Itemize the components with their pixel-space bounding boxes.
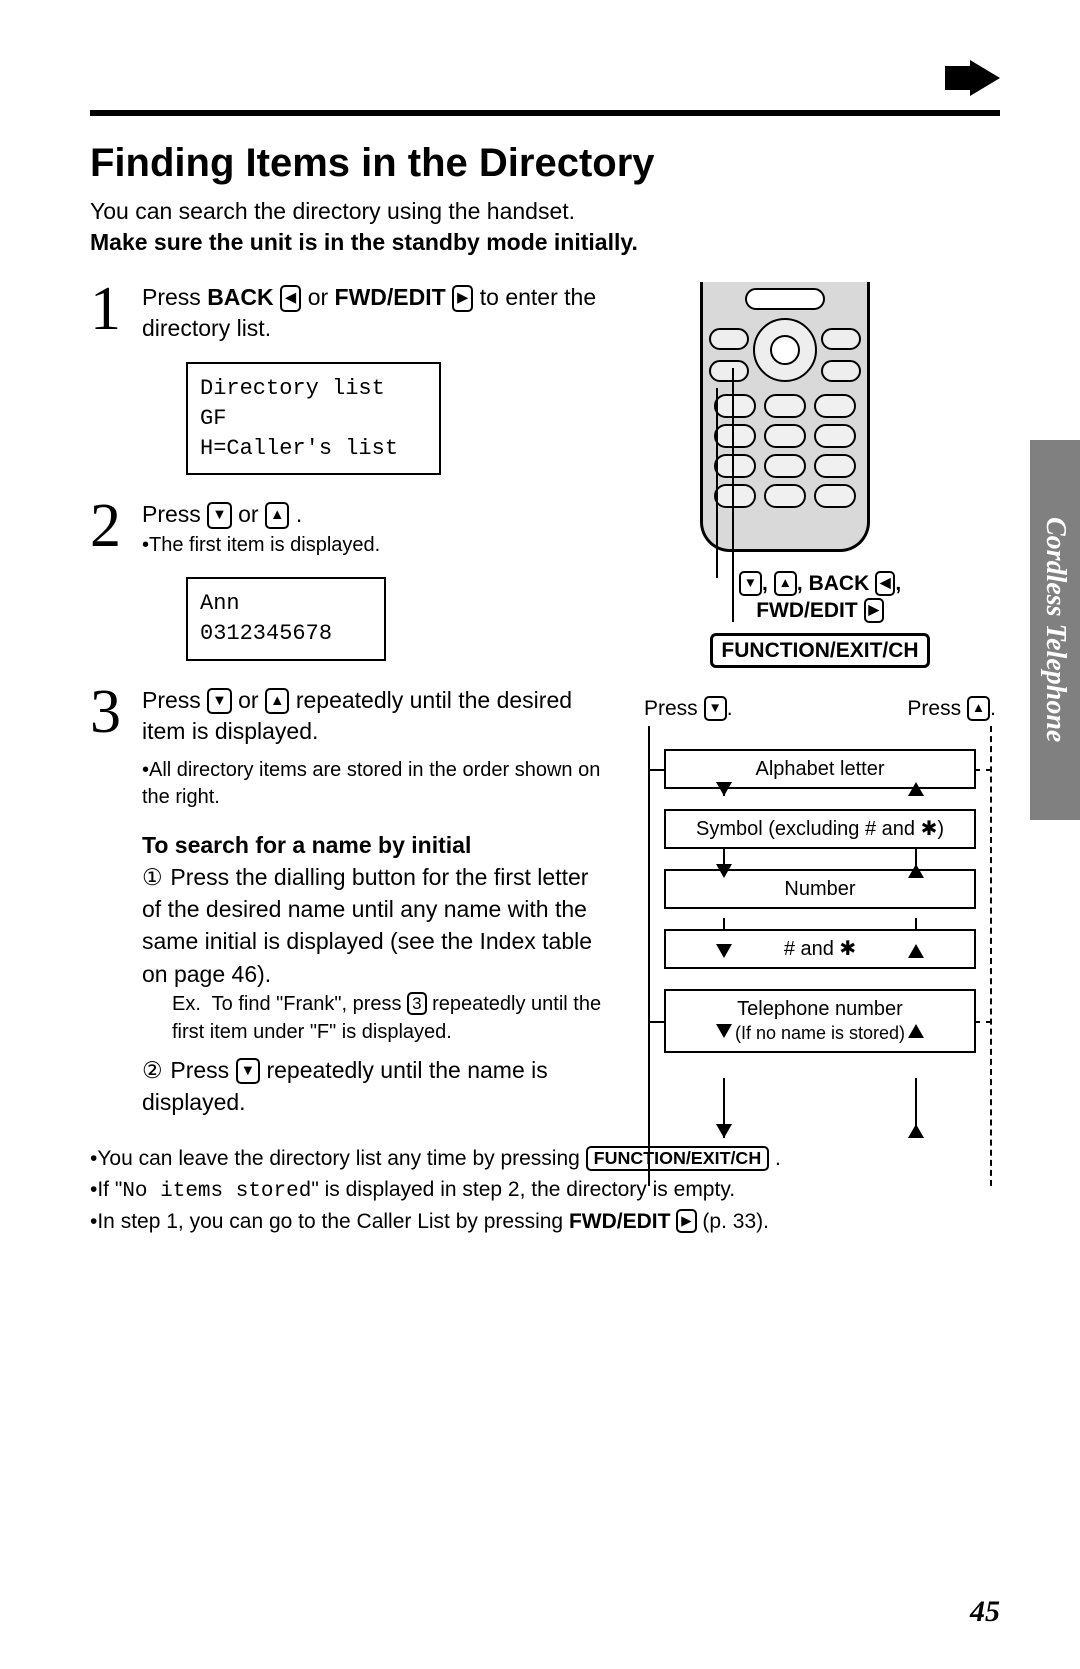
back-key-label: BACK [809,572,870,595]
up-key-icon: ▲ [265,688,290,714]
right-key-icon: ▶ [864,598,884,623]
down-key-icon: ▼ [236,1058,261,1084]
function-exit-ch-key: FUNCTION/EXIT/CH [586,1146,770,1171]
text: or [238,687,265,713]
up-key-icon: ▲ [774,571,797,596]
top-rule [90,110,1000,116]
order-box-telephone: Telephone number (If no name is stored) [664,989,976,1053]
text: Press [142,284,207,310]
function-exit-ch-key: FUNCTION/EXIT/CH [710,633,929,668]
press-up-label: Press ▲. [907,696,996,721]
lcd-display-1: Directory list GF H=Caller's list [186,362,441,475]
right-key-icon: ▶ [452,285,473,311]
note-3: •In step 1, you can go to the Caller Lis… [90,1207,1000,1237]
text: To find "Frank", press [212,993,407,1015]
press-down-label: Press ▼. [644,696,733,721]
sub-item-1: ① Press the dialling button for the firs… [142,861,612,990]
order-box-symbol: Symbol (excluding # and ✱) [664,809,976,849]
text: Press [142,501,207,527]
lcd-display-2: Ann 0312345678 [186,577,386,660]
intro-line-2: Make sure the unit is in the standby mod… [90,229,638,255]
key-3-icon: 3 [407,992,426,1016]
diagram-column: ▼, ▲, BACK ◀, FWD/EDIT ▶ FUNCTION/EXIT/C… [640,282,1000,1118]
note-1: •You can leave the directory list any ti… [90,1144,1000,1174]
up-key-icon: ▲ [967,696,990,721]
step-number: 3 [90,685,142,811]
handset-illustration [640,282,1000,562]
down-key-icon: ▼ [207,502,232,528]
text: Press [170,1057,235,1083]
back-key-label: BACK [207,284,273,310]
sub-title: To search for a name by initial [142,829,612,861]
order-box-alphabet: Alphabet letter [664,749,976,789]
step-number: 2 [90,499,142,559]
step-3: 3 Press ▼ or ▲ repeatedly until the desi… [90,685,612,811]
note-2: •If "No items stored" is displayed in st… [90,1175,1000,1207]
page-title: Finding Items in the Directory [90,141,1000,186]
sub-item-2: ② Press ▼ repeatedly until the name is d… [142,1054,612,1118]
steps-column: 1 Press BACK ◀ or FWD/EDIT ▶ to enter th… [90,282,612,1118]
down-key-icon: ▼ [739,571,762,596]
circled-2-icon: ② [142,1054,164,1086]
step-body: Press ▼ or ▲ . •The first item is displa… [142,499,612,559]
example: Ex. To find "Frank", press 3 repeatedly … [172,990,612,1046]
up-key-icon: ▲ [265,502,290,528]
text: Press [142,687,207,713]
continue-arrow-icon [970,60,1000,96]
ex-label: Ex. [172,993,201,1015]
footer-notes: •You can leave the directory list any ti… [90,1144,1000,1237]
order-box-number: Number [664,869,976,909]
text: . [296,501,302,527]
search-by-initial: To search for a name by initial ① Press … [142,829,612,1118]
handset-icon [700,282,870,552]
left-key-icon: ◀ [280,285,301,311]
text: or [308,284,335,310]
step-number: 1 [90,282,142,344]
mono-text: No items stored [122,1180,311,1203]
down-key-icon: ▼ [207,688,232,714]
step-3-sub: •All directory items are stored in the o… [142,757,612,811]
circled-1-icon: ① [142,861,164,893]
text: or [238,501,265,527]
order-box-hashstar: # and ✱ [664,929,976,969]
intro-text: You can search the directory using the h… [90,196,1000,258]
fwdedit-key-label: FWD/EDIT [335,284,446,310]
left-key-icon: ◀ [875,571,895,596]
section-tab: Cordless Telephone [1030,440,1080,820]
fwdedit-key-label: FWD/EDIT [569,1210,670,1233]
step-body: Press BACK ◀ or FWD/EDIT ▶ to enter the … [142,282,612,344]
page-number: 45 [970,1595,1000,1629]
step-2: 2 Press ▼ or ▲ . •The first item is disp… [90,499,612,559]
order-diagram: Press ▼. Press ▲. Alphabet letter Symbol… [640,696,1000,1053]
intro-line-1: You can search the directory using the h… [90,198,575,224]
handset-key-labels: ▼, ▲, BACK ◀, FWD/EDIT ▶ FUNCTION/EXIT/C… [640,570,1000,668]
manual-page: Finding Items in the Directory You can s… [0,0,1080,1669]
right-key-icon: ▶ [676,1209,696,1234]
step-1: 1 Press BACK ◀ or FWD/EDIT ▶ to enter th… [90,282,612,344]
fwdedit-key-label: FWD/EDIT [756,599,857,622]
step-2-sub: •The first item is displayed. [142,532,612,559]
down-key-icon: ▼ [704,696,727,721]
step-body: Press ▼ or ▲ repeatedly until the desire… [142,685,612,811]
text: Press the dialling button for the first … [142,864,592,987]
